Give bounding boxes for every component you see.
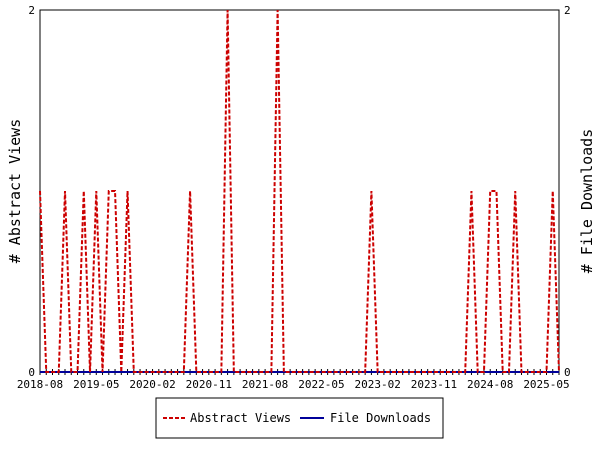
y-axis-left: 2 0 # Abstract Views: [6, 4, 35, 379]
x-tick-label: 2024-08: [467, 378, 513, 391]
y-tick-label-left-max: 2: [28, 4, 35, 17]
x-tick-label: 2018-08: [17, 378, 63, 391]
y-tick-label-right-min: 0: [564, 366, 571, 379]
legend-label-abstract-views: Abstract Views: [190, 411, 291, 425]
x-tick-label: 2022-05: [298, 378, 344, 391]
y-tick-label-right-max: 2: [564, 4, 571, 17]
x-tick-label: 2020-02: [129, 378, 175, 391]
y-axis-title-left: # Abstract Views: [6, 119, 24, 264]
y-axis-right: 2 0 # File Downloads: [564, 4, 596, 379]
legend-box: [155, 397, 444, 439]
legend-label-file-downloads: File Downloads: [330, 411, 431, 425]
x-tick-label: 2020-11: [186, 378, 232, 391]
series-line-abstract-views: [39, 9, 560, 373]
x-tick-label: 2023-11: [411, 378, 457, 391]
y-tick-label-left-min: 0: [28, 366, 35, 379]
x-tick-label: 2025-05: [523, 378, 569, 391]
legend: Abstract Views File Downloads: [155, 397, 444, 439]
plot-area: [39, 9, 560, 373]
x-tick-labels: 2018-08 2019-05 2020-02 2020-11 2021-08 2022-…: [17, 378, 570, 391]
x-tick-label: 2019-05: [73, 378, 119, 391]
x-tick-label: 2021-08: [242, 378, 288, 391]
y-axis-title-right: # File Downloads: [578, 129, 596, 274]
x-tick-label: 2023-02: [354, 378, 400, 391]
